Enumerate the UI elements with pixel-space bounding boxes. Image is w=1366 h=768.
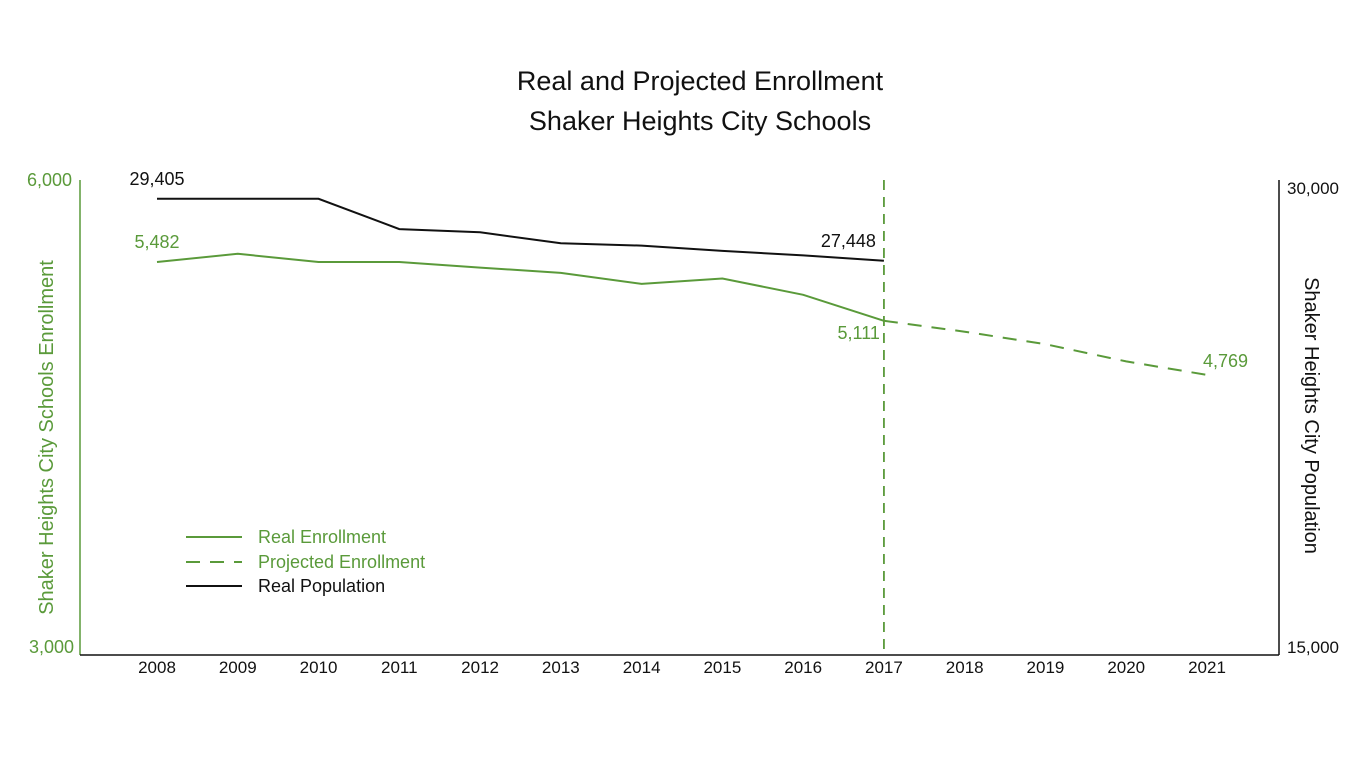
projected-enrollment-line (883, 319, 1208, 376)
x-tick-label: 2016 (784, 658, 822, 677)
y-axis-title: Shaker Heights City Schools Enrollment (36, 260, 58, 615)
legend-label: Real Enrollment (258, 527, 386, 547)
chart-title: Real and Projected Enrollment (516, 66, 884, 96)
x-tick-label: 2008 (138, 658, 176, 677)
legend-label: Projected Enrollment (258, 552, 425, 572)
x-tick-label: 2015 (703, 658, 741, 677)
y-tick-label: 6,000 (27, 170, 72, 190)
real-enrollment-line (156, 252, 885, 322)
x-tick-label: 2009 (219, 658, 257, 677)
x-tick-label: 2017 (865, 658, 903, 677)
data-label: 4,769 (1203, 351, 1248, 371)
x-tick-label: 2021 (1188, 658, 1226, 677)
x-tick-label: 2014 (623, 658, 661, 677)
real-population-line (157, 197, 884, 262)
x-tick-label: 2010 (300, 658, 338, 677)
y-tick-label: 3,000 (29, 637, 74, 657)
y2-tick-label: 30,000 (1287, 179, 1339, 198)
x-tick-label: 2012 (461, 658, 499, 677)
data-label: 5,482 (134, 232, 179, 252)
chart-subtitle: Shaker Heights City Schools (528, 106, 872, 136)
x-tick-label: 2020 (1107, 658, 1145, 677)
x-tick-label: 2013 (542, 658, 580, 677)
x-tick-label: 2018 (946, 658, 984, 677)
legend-label: Real Population (258, 576, 385, 596)
data-label: 5,111 (838, 323, 880, 343)
data-label: 27,448 (821, 231, 876, 251)
data-label: 29,405 (129, 169, 184, 189)
y2-axis-title: Shaker Heights City Population (1300, 277, 1322, 554)
x-tick-label: 2019 (1027, 658, 1065, 677)
y2-tick-label: 15,000 (1287, 638, 1339, 657)
x-tick-label: 2011 (381, 658, 418, 677)
